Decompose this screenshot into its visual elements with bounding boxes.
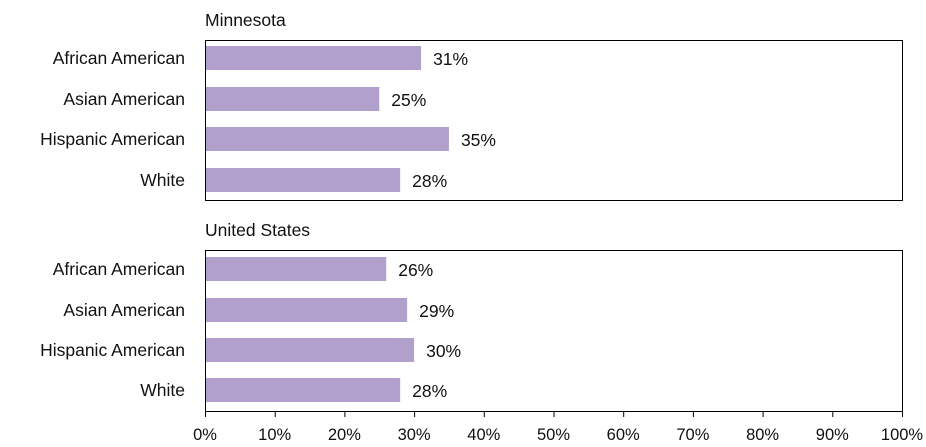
x-tick-label: 70% (676, 426, 709, 444)
panel-title: Minnesota (205, 10, 286, 30)
chart-panel-1: Minnesota African American 31% Asian Americ… (40, 10, 903, 201)
category-label: Hispanic American (40, 340, 185, 360)
data-label: 26% (398, 260, 433, 280)
plot-frame (205, 40, 903, 201)
category-label: African American (53, 259, 185, 279)
x-tick-label: 80% (746, 426, 779, 444)
x-tick-label: 90% (816, 426, 849, 444)
category-label: African American (53, 48, 185, 68)
bar (206, 378, 401, 402)
category-label: Hispanic American (40, 129, 185, 149)
bar (206, 127, 449, 151)
x-tick-label: 0% (193, 426, 217, 444)
data-label: 25% (391, 90, 426, 110)
bar (206, 338, 415, 362)
bar (206, 168, 401, 192)
category-label: White (140, 380, 185, 400)
x-tick-label: 40% (467, 426, 500, 444)
data-label: 28% (412, 171, 447, 191)
category-label: Asian American (63, 300, 185, 320)
x-tick-label: 50% (537, 426, 570, 444)
data-label: 30% (426, 341, 461, 361)
x-tick-label: 10% (258, 426, 291, 444)
x-tick-label: 30% (398, 426, 431, 444)
x-axis: 0% 10% 20% 30% 40% 50% 60% 70% 80% 90% 100% (193, 411, 923, 444)
bar (206, 87, 380, 111)
bar (206, 257, 387, 281)
data-label: 28% (412, 381, 447, 401)
x-tick-label: 20% (328, 426, 361, 444)
bar (206, 298, 408, 322)
chart-panel-2: United States African American 26% Asian Am… (40, 220, 903, 412)
bar (206, 46, 422, 70)
category-label: Asian American (63, 89, 185, 109)
panel-title: United States (205, 220, 310, 240)
x-tick-label: 60% (607, 426, 640, 444)
x-tick-label: 100% (881, 426, 924, 444)
data-label: 29% (419, 301, 454, 321)
data-label: 31% (433, 49, 468, 69)
category-label: White (140, 170, 185, 190)
data-label: 35% (461, 130, 496, 150)
